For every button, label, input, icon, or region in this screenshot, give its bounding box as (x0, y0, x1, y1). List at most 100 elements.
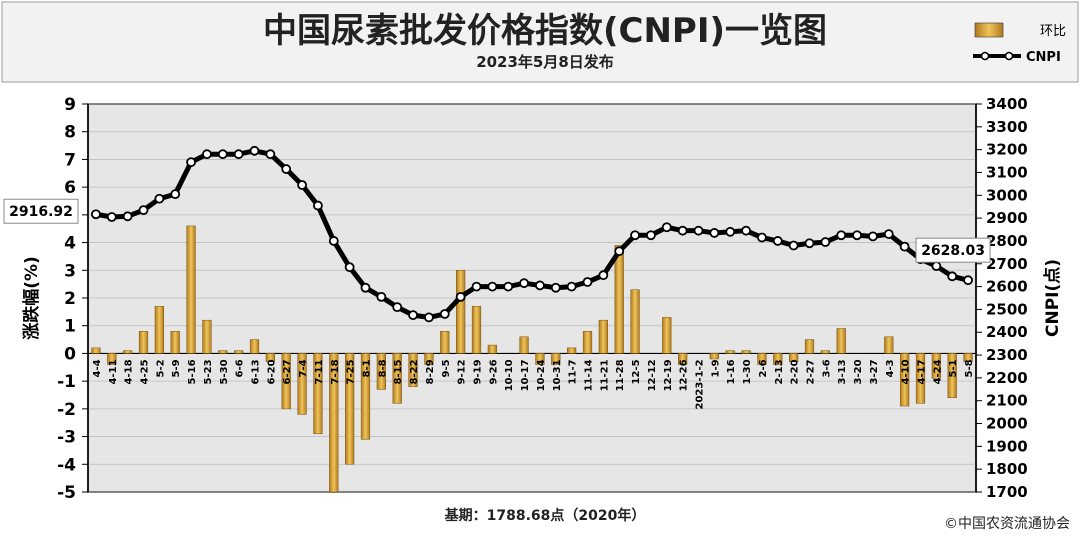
x-tick-label: 9-19 (473, 359, 484, 384)
y2-tick-label: 2800 (986, 232, 1028, 250)
bar (170, 331, 180, 354)
cnpi-point (376, 291, 387, 302)
bar (963, 353, 973, 362)
x-tick-label: 2-20 (790, 359, 801, 384)
cnpi-point (249, 145, 260, 156)
cnpi-point (106, 212, 117, 222)
cnpi-point (519, 278, 529, 289)
x-tick-label: 5-30 (219, 359, 230, 384)
cnpi-point (535, 280, 545, 291)
cnpi-point (836, 230, 847, 241)
x-tick-label: 8-1 (362, 359, 373, 377)
cnpi-point (614, 246, 625, 257)
legend-label-cnpi: CNPI (1026, 50, 1061, 65)
cnpi-point (646, 230, 656, 241)
legend-bar-swatch (974, 22, 1004, 38)
y2-tick-label: 2000 (986, 415, 1028, 433)
x-tick-label: 4-10 (901, 359, 912, 384)
cnpi-point (868, 231, 878, 242)
y2-tick-label: 2400 (986, 323, 1028, 341)
cnpi-point (265, 149, 276, 160)
x-tick-label: 4-4 (92, 359, 103, 377)
x-tick-label: 10-31 (552, 359, 563, 391)
x-tick-label: 7-4 (298, 359, 309, 377)
cnpi-point (883, 229, 894, 239)
bar (582, 331, 593, 354)
y-axis-right: 1700 1800 1900 2000 2100 2200 2300 2400 2500 2600… (975, 95, 1028, 501)
base-period-note: 基期：1788.68点（2020年） (445, 507, 646, 524)
x-tick-label: 8-22 (409, 359, 420, 384)
cnpi-point (550, 282, 561, 293)
y-tick-label: 3 (64, 261, 76, 281)
cnpi-point (138, 205, 149, 216)
cnpi-point (297, 180, 307, 190)
y-axis-left: -5-4-3-2-10123456789 (57, 95, 89, 503)
annotation-label: 2916.92 (9, 204, 73, 220)
x-tick-label: 5-2 (155, 359, 166, 377)
bar (900, 353, 910, 407)
y2-tick-label: 2300 (986, 346, 1028, 364)
annotation-box (915, 237, 991, 263)
bar (218, 350, 228, 354)
x-tick-label: 6-20 (266, 359, 277, 384)
cnpi-point (217, 149, 228, 160)
cnpi-point (439, 309, 450, 319)
bar (345, 353, 355, 465)
y2-tick-label: 3000 (986, 186, 1028, 204)
header-band (1, 1, 1079, 83)
bar (424, 353, 434, 365)
bar (931, 353, 941, 379)
x-tick-label: 10-24 (536, 359, 547, 391)
bar (773, 353, 783, 365)
x-tick-label: 5-8 (964, 359, 975, 377)
y2-tick-label: 2200 (986, 369, 1028, 387)
x-tick-label: 11-7 (568, 359, 579, 384)
annotation-box (3, 198, 79, 224)
cnpi-point (328, 236, 339, 246)
bar (297, 353, 307, 415)
bar (408, 353, 418, 387)
x-tick-label: 11-21 (599, 359, 610, 391)
cnpi-point (202, 149, 212, 160)
x-tick-label: 10-17 (520, 359, 531, 391)
bar (551, 353, 561, 365)
y2-tick-label: 3200 (986, 141, 1028, 159)
bar (789, 353, 799, 362)
cnpi-point (899, 241, 910, 252)
cnpi-point (424, 312, 434, 323)
x-tick-label: 6-13 (251, 359, 262, 384)
y-tick-label: 4 (64, 234, 76, 254)
cnpi-point (598, 270, 609, 281)
bar (234, 350, 244, 354)
bar (820, 350, 830, 354)
cnpi-point (788, 240, 799, 251)
bar (138, 331, 149, 354)
cnpi-point (677, 225, 688, 236)
y2-tick-label: 2600 (986, 278, 1028, 296)
x-tick-label: 5-1 (948, 359, 959, 377)
bar (947, 353, 957, 399)
bar (725, 350, 735, 354)
cnpi-point (170, 189, 181, 200)
y-tick-label: -1 (57, 372, 76, 392)
cnpi-point (487, 281, 498, 292)
legend-marker (1004, 51, 1014, 61)
cnpi-point (344, 262, 355, 273)
y2-tick-label: 2700 (986, 255, 1028, 273)
x-tick-label: 9-5 (441, 359, 452, 377)
x-tick-label: 5-16 (187, 359, 198, 384)
cnpi-point (757, 232, 767, 243)
bar (709, 353, 719, 360)
cnpi-point (947, 271, 958, 282)
y2-tick-label: 2100 (986, 392, 1028, 410)
bar (376, 353, 386, 390)
y-tick-label: 6 (64, 178, 76, 198)
cnpi-point (122, 211, 133, 222)
chart-subtitle: 2023年5月8日发布 (476, 53, 614, 71)
y2-tick-label: 1800 (986, 460, 1028, 478)
cnpi-point (693, 225, 704, 236)
y-tick-label: 2 (64, 289, 76, 309)
bar (123, 350, 133, 354)
x-tick-label: 2-13 (774, 359, 785, 384)
y-tick-label: 9 (64, 95, 76, 115)
